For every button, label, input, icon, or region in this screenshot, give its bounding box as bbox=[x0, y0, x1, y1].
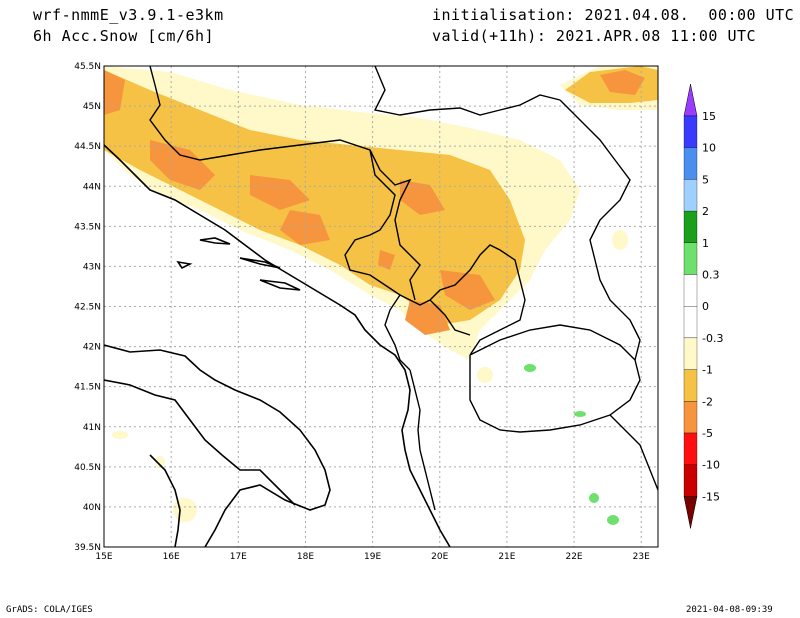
latitude-tick-label: 43N bbox=[83, 262, 101, 272]
latitude-tick-label: 43.5N bbox=[74, 222, 101, 232]
colorbar-label: -5 bbox=[702, 427, 713, 440]
longitude-tick-label: 19E bbox=[364, 552, 381, 562]
latitude-tick-label: 39.5N bbox=[74, 543, 101, 553]
colorbar-label: -0.3 bbox=[702, 332, 723, 345]
valid-time: valid(+11h): 2021.APR.08 11:00 UTC bbox=[432, 27, 757, 45]
colorbar-segment bbox=[683, 147, 698, 180]
latitude-ticks: 39.5N 40N 40.5N 41N 41.5N 42N 42.5N 43N 43.5N 44N… bbox=[74, 62, 101, 553]
snow-area-heavy bbox=[104, 70, 645, 335]
snow-spot-light bbox=[536, 170, 564, 190]
colorbar-segment bbox=[683, 337, 698, 370]
snow-spot-light-6 bbox=[477, 367, 493, 383]
coastline bbox=[104, 144, 451, 547]
map-grid bbox=[104, 66, 658, 547]
longitude-tick-label: 21E bbox=[498, 552, 515, 562]
colorbar-label: -2 bbox=[702, 395, 713, 408]
latitude-tick-label: 45.5N bbox=[74, 62, 101, 72]
longitude-ticks: 15E 16E 17E 18E 19E 20E 21E 22E 23E bbox=[95, 552, 650, 562]
model-title: wrf-nmmE_v3.9.1-e3km bbox=[33, 6, 224, 24]
latitude-tick-label: 45N bbox=[83, 102, 101, 112]
footer-timestamp: 2021-04-08-09:39 bbox=[686, 605, 773, 615]
country-borders bbox=[149, 66, 658, 511]
longitude-tick-label: 15E bbox=[95, 552, 112, 562]
colorbar-top-arrow bbox=[683, 83, 698, 117]
colorbar-segment bbox=[683, 306, 698, 339]
latitude-tick-label: 41.5N bbox=[74, 383, 101, 393]
colorbar-label: 0 bbox=[702, 300, 709, 313]
longitude-tick-label: 17E bbox=[230, 552, 247, 562]
colorbar-segment bbox=[683, 401, 698, 434]
footer-credit: GrADS: COLA/IGES bbox=[6, 605, 93, 615]
variable-title: 6h Acc.Snow [cm/6h] bbox=[33, 27, 215, 45]
colorbar-label: -1 bbox=[702, 364, 713, 377]
colorbar-label: 0.3 bbox=[702, 269, 720, 282]
colorbar-label: 2 bbox=[702, 205, 709, 218]
longitude-tick-label: 20E bbox=[431, 552, 448, 562]
colorbar-label: -15 bbox=[702, 490, 720, 503]
colorbar-segment bbox=[683, 115, 698, 148]
longitude-tick-label: 16E bbox=[163, 552, 180, 562]
latitude-tick-label: 44.5N bbox=[74, 142, 101, 152]
colorbar-segment bbox=[683, 274, 698, 307]
colorbar-label: 10 bbox=[702, 142, 716, 155]
colorbar-label: 5 bbox=[702, 173, 709, 186]
colorbar-segment bbox=[683, 179, 698, 212]
colorbar-segment bbox=[683, 432, 698, 465]
latitude-tick-label: 41N bbox=[83, 423, 101, 433]
colorbar: 15 10 5 2 1 0.3 0 -0.3 -1 -2 -5 -10 -15 bbox=[683, 83, 723, 529]
initialisation-time: initialisation: 2021.04.08. 00:00 UTC bbox=[432, 6, 795, 24]
colorbar-label: 15 bbox=[702, 110, 716, 123]
snow-spot-light-2 bbox=[612, 230, 628, 250]
snow-field bbox=[104, 66, 658, 525]
colorbar-segment bbox=[683, 210, 698, 243]
snow-spot-light-3 bbox=[173, 498, 197, 522]
colorbar-segment bbox=[683, 242, 698, 275]
colorbar-label: -10 bbox=[702, 459, 720, 472]
latitude-tick-label: 40.5N bbox=[74, 463, 101, 473]
colorbar-bottom-arrow bbox=[683, 496, 698, 529]
colorbar-label: 1 bbox=[702, 237, 709, 250]
map-frame bbox=[103, 65, 659, 548]
colorbar-segment bbox=[683, 464, 698, 497]
colorbar-segment bbox=[683, 369, 698, 402]
snow-area-positive bbox=[524, 364, 619, 525]
latitude-tick-label: 40N bbox=[83, 503, 101, 513]
latitude-tick-label: 44N bbox=[83, 182, 101, 192]
longitude-tick-label: 18E bbox=[297, 552, 314, 562]
snow-spot-light-5 bbox=[155, 456, 165, 468]
snow-spot-light-4 bbox=[112, 431, 128, 439]
snow-area-medium bbox=[104, 70, 525, 325]
longitude-tick-label: 23E bbox=[633, 552, 650, 562]
latitude-tick-label: 42.5N bbox=[74, 303, 101, 313]
longitude-tick-label: 22E bbox=[565, 552, 582, 562]
latitude-tick-label: 42N bbox=[83, 343, 101, 353]
